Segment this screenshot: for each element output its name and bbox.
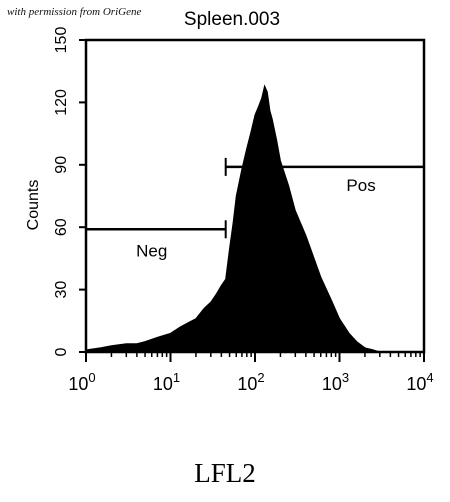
x-tick-label-3: 103: [322, 370, 349, 394]
x-tick-label-4: 104: [406, 370, 433, 394]
y-axis-label: Counts: [25, 180, 42, 231]
histogram-chart: Spleen.003 Counts Neg Pos 0 30 60 90 120 150 100…: [25, 9, 434, 394]
gate-neg-label: Neg: [136, 241, 167, 260]
y-tick-label-30: 30: [53, 281, 70, 299]
y-tick-label-90: 90: [53, 156, 70, 174]
x-tick-label-2: 102: [237, 370, 264, 394]
gate-pos-label: Pos: [346, 176, 375, 195]
y-tick-label-0: 0: [53, 347, 70, 356]
y-tick-label-120: 120: [53, 89, 70, 116]
x-tick-label-0: 100: [68, 370, 95, 394]
chart-title: Spleen.003: [184, 9, 280, 30]
x-axis-caption: LFL2: [194, 458, 256, 488]
permission-credit: with permission from OriGene: [7, 6, 142, 18]
x-tick-label-1: 101: [153, 370, 180, 394]
y-tick-label-60: 60: [53, 218, 70, 236]
y-tick-label-150: 150: [53, 27, 70, 54]
histogram-area: [85, 84, 380, 353]
